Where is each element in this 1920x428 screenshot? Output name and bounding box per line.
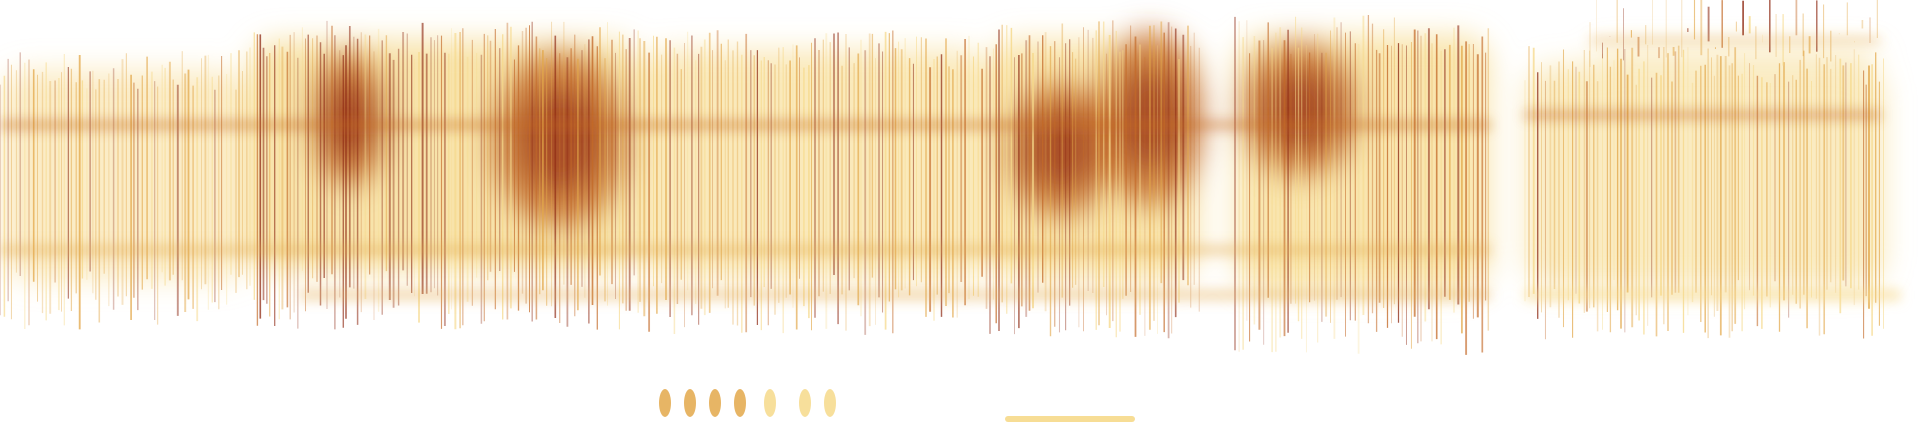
formant-band-3 xyxy=(300,290,1490,300)
formant-band-1 xyxy=(0,121,1490,129)
energy-core-dark-5 xyxy=(1264,68,1336,152)
segment-wash-3 xyxy=(640,50,990,279)
burst-band xyxy=(1005,416,1135,422)
burst-1 xyxy=(659,389,671,417)
burst-6 xyxy=(799,389,811,417)
energy-core-dark-2 xyxy=(518,86,602,194)
burst-7 xyxy=(824,389,836,417)
formant-bands xyxy=(0,38,1900,300)
burst-5 xyxy=(764,389,776,417)
formant-band-6 xyxy=(1525,290,1900,300)
burst-2 xyxy=(684,389,696,417)
formant-band-5 xyxy=(1590,38,1880,42)
burst-4 xyxy=(734,389,746,417)
burst-3 xyxy=(709,389,721,417)
formant-band-2 xyxy=(0,245,1490,255)
low-bursts xyxy=(659,389,1135,422)
formant-band-4 xyxy=(1525,112,1880,118)
